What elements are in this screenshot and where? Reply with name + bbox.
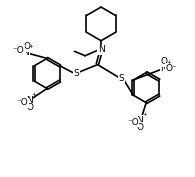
Text: O: O xyxy=(27,104,34,112)
Text: S: S xyxy=(119,74,124,83)
Text: $^+$: $^+$ xyxy=(141,111,148,120)
Text: ⁻O: ⁻O xyxy=(13,46,25,55)
Text: N: N xyxy=(26,96,33,105)
Text: O: O xyxy=(160,58,167,66)
Text: S: S xyxy=(73,69,79,78)
Text: $^+$: $^+$ xyxy=(27,43,34,52)
Text: $^+$: $^+$ xyxy=(165,59,172,68)
Text: N: N xyxy=(98,45,104,54)
Text: ⁻O: ⁻O xyxy=(127,118,139,127)
Text: ⁻O: ⁻O xyxy=(16,98,28,107)
Text: N: N xyxy=(160,64,167,73)
Text: O: O xyxy=(136,123,144,132)
Text: O⁻: O⁻ xyxy=(165,64,177,73)
Text: N: N xyxy=(137,116,143,125)
Text: $^+$: $^+$ xyxy=(30,92,37,101)
Text: O: O xyxy=(23,42,30,51)
Text: N: N xyxy=(22,48,29,57)
